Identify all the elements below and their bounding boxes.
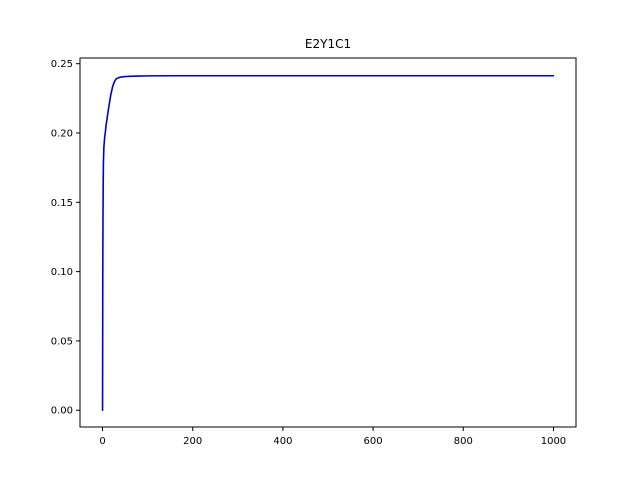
chart-title: E2Y1C1 [305,37,351,51]
y-tick-label: 0.10 [51,267,73,278]
x-tick-label: 200 [183,436,202,447]
y-tick-label: 0.15 [51,198,73,209]
axes-layer: 0 200 400 600 800 1000 0.00 0.05 0.10 0.15 0.20 0.2… [51,57,577,447]
x-tick-label: 0 [99,436,105,447]
y-tick-label: 0.05 [51,336,73,347]
x-tick-label: 600 [364,436,383,447]
y-tick-label: 0.25 [51,59,73,70]
x-tick-label: 800 [454,436,473,447]
axes-frame [79,57,577,428]
y-tick-label: 0.00 [51,406,73,417]
series-line-0 [101,74,555,412]
y-tick-label: 0.20 [51,128,73,139]
x-tick-label: 1000 [541,436,566,447]
plot-layer [101,74,555,412]
x-tick-label: 400 [273,436,292,447]
